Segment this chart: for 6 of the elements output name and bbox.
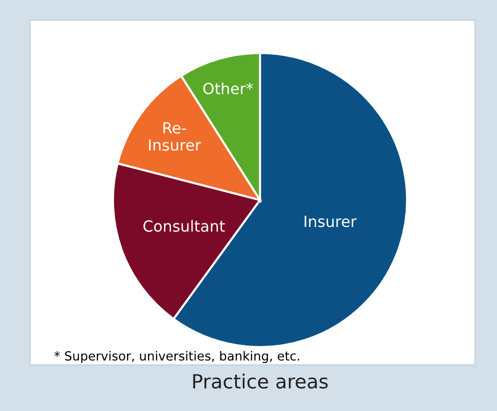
slice-label: Other*	[203, 82, 254, 94]
slice-label: Re- Insurer	[149, 122, 202, 151]
text: * Supervisor, universities, banking, etc.	[54, 350, 300, 364]
slice-label: Insurer	[304, 216, 357, 228]
slice-label: Consultant	[143, 220, 225, 232]
text: Practice areas	[193, 374, 328, 389]
